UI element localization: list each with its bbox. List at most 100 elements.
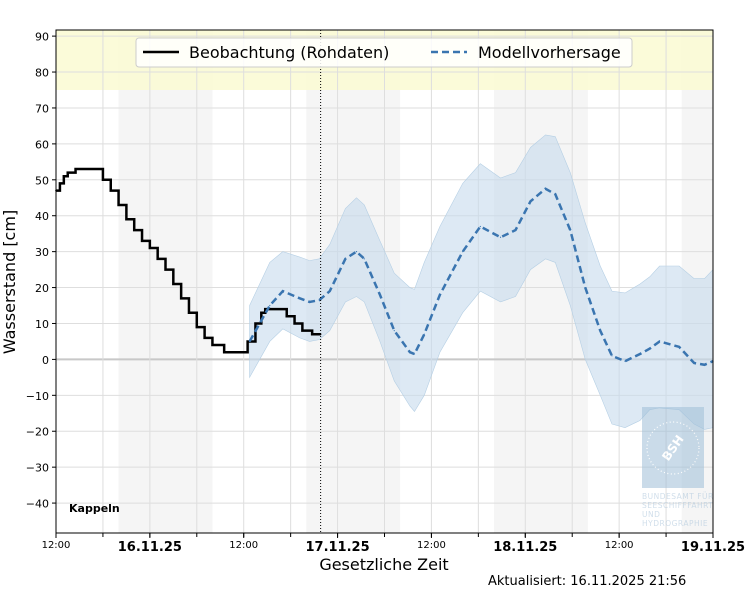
x-axis-label: Gesetzliche Zeit [319, 555, 448, 574]
forecast-point [584, 286, 586, 289]
observation-point [133, 229, 136, 231]
y-tick-label: −10 [26, 390, 49, 403]
forecast-point [703, 364, 706, 366]
y-tick-label: 80 [35, 67, 49, 80]
location-label: Kappeln [69, 502, 120, 515]
observation-point [309, 329, 311, 332]
observation-point [109, 189, 112, 192]
forecast-point [269, 304, 271, 307]
x-tick-label: 12:00 [42, 540, 71, 551]
forecast-point [318, 299, 320, 301]
forecast-point [344, 258, 346, 260]
observation-point [203, 337, 206, 339]
forecast-point [413, 353, 416, 355]
y-tick-label: 10 [35, 318, 49, 331]
observation-point [172, 283, 175, 285]
y-tick-label: 20 [35, 282, 49, 295]
forecast-point [544, 188, 547, 190]
forecast-point [299, 297, 301, 299]
y-tick-label: −30 [26, 462, 49, 475]
x-tick-label: 12:00 [417, 540, 446, 551]
x-tick-label: 12:00 [605, 540, 634, 551]
legend-label-observation: Beobachtung (Rohdaten) [189, 43, 389, 62]
forecast-point [658, 340, 661, 343]
logo-line: BUNDESAMT FÜR [642, 492, 714, 501]
observation-point [254, 322, 257, 325]
observation-point [264, 308, 267, 310]
logo-line: UND [642, 510, 660, 519]
observation-point [117, 204, 120, 206]
observation-point [66, 171, 69, 174]
x-tick-label: 18.11.25 [493, 540, 557, 555]
forecast-point [678, 346, 680, 348]
forecast-point [462, 251, 464, 253]
x-tick-label: 19.11.25 [681, 540, 745, 555]
logo-line: SEESCHIFFFAHRT [642, 501, 713, 510]
forecast-point [355, 251, 358, 253]
forecast-point [639, 353, 641, 355]
observation-point [63, 175, 65, 178]
legend: Beobachtung (Rohdaten) Modellvorhersage [135, 37, 633, 68]
forecast-point [409, 351, 411, 353]
observation-point [102, 179, 104, 181]
forecast-point [308, 301, 311, 303]
y-tick-label: 50 [35, 174, 49, 187]
night-shading [118, 30, 213, 533]
observation-point [149, 247, 151, 249]
forecast-point [329, 290, 331, 292]
legend-label-forecast: Modellvorhersage [478, 43, 621, 62]
observation-point [301, 329, 304, 332]
x-tick-label: 16.11.25 [118, 540, 182, 555]
observation-point [293, 322, 296, 325]
observation-point [278, 308, 280, 310]
y-tick-label: 40 [35, 210, 49, 223]
observation-point [285, 315, 288, 318]
observation-point [223, 351, 225, 354]
forecast-point [479, 225, 481, 228]
y-tick-label: 90 [35, 31, 49, 44]
forecast-point [499, 236, 502, 238]
x-tick-label: 17.11.25 [305, 540, 369, 555]
observation-point [125, 218, 128, 221]
bsh-logo-watermark: BSH BUNDESAMT FÜR SEESCHIFFFAHRT UND HYD… [642, 407, 714, 528]
observation-point [141, 240, 143, 242]
forecast-point [393, 330, 395, 332]
forecast-point [514, 229, 517, 231]
forecast-point [423, 333, 425, 335]
observation-point [195, 326, 198, 328]
observation-point [156, 258, 159, 260]
observation-point [239, 351, 241, 354]
observation-point [164, 268, 167, 271]
observation-point [74, 168, 77, 170]
x-tick-label: 12:00 [229, 540, 258, 551]
observation-point [59, 182, 61, 185]
observation-point [96, 168, 98, 170]
observation-point [188, 311, 190, 314]
y-tick-label: −40 [26, 498, 49, 511]
forecast-point [439, 294, 441, 296]
forecast-point [248, 340, 251, 343]
y-tick-label: 70 [35, 102, 49, 115]
y-tick-label: 30 [35, 246, 49, 259]
forecast-point [379, 294, 381, 296]
forecast-point [693, 362, 695, 364]
y-tick-label: −20 [26, 426, 49, 439]
observation-point [211, 344, 214, 346]
observation-line [56, 167, 321, 354]
y-axis-label: Wasserstand [cm] [0, 210, 19, 354]
forecast-point [554, 193, 556, 195]
observation-point [246, 340, 249, 343]
observation-point [180, 297, 182, 300]
forecast-point [363, 258, 365, 260]
forecast-point [649, 348, 651, 350]
observation-point [311, 333, 313, 336]
forecast-point [611, 355, 613, 357]
forecast-point [599, 330, 601, 332]
forecast-point [529, 200, 532, 202]
forecast-point [282, 290, 284, 292]
observation-point [260, 311, 263, 314]
y-tick-label: 0 [42, 354, 49, 367]
forecast-point [569, 229, 571, 231]
logo-line: HYDROGRAPHIE [642, 519, 708, 528]
